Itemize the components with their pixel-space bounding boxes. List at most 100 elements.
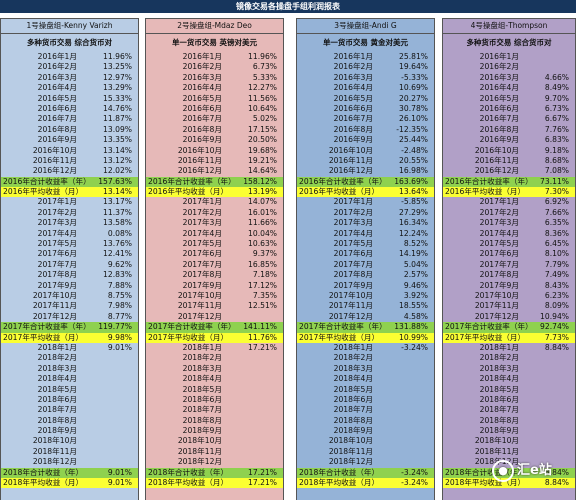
month-label: 2018年6月 — [37, 394, 77, 404]
month-row: 2017年1月 14.07% — [146, 197, 283, 207]
month-label: 2016年5月 — [333, 93, 373, 103]
annual-total-row: 2016年合计收益率（年） 158.12% — [146, 176, 283, 188]
month-return: 6.67% — [544, 114, 569, 124]
month-label: 2018年6月 — [182, 394, 222, 404]
month-label: 2018年1月 — [333, 342, 373, 352]
month-label: 2017年2月 — [182, 207, 222, 217]
month-label: 2016年6月 — [37, 103, 77, 113]
month-label: 2018年7月 — [37, 405, 77, 415]
month-return: 10.69% — [399, 83, 428, 93]
month-row: 2018年9月 — [146, 426, 283, 436]
month-label: 2016年2月 — [182, 62, 222, 72]
month-return: 19.64% — [399, 62, 428, 72]
month-label: 2016年8月 — [479, 124, 519, 134]
monthly-average-value: 9.01% — [107, 478, 132, 488]
month-label: 2018年3月 — [479, 363, 519, 373]
month-return — [377, 416, 434, 426]
month-row: 2017年1月 -5.85% — [297, 197, 434, 207]
month-return: 2.57% — [403, 270, 428, 280]
annual-total-label: 2018年合计收益（年） — [299, 467, 380, 477]
month-row: 2017年4月 8.36% — [443, 229, 575, 239]
month-row: 2017年8月 2.57% — [297, 270, 434, 280]
month-return — [226, 416, 283, 426]
month-row: 2018年7月 — [297, 405, 434, 415]
month-label: 2018年11月 — [474, 446, 519, 456]
month-label: 2016年4月 — [37, 83, 77, 93]
month-label: 2017年10月 — [32, 290, 77, 300]
month-return — [81, 395, 138, 405]
month-label: 2017年6月 — [479, 249, 519, 259]
month-label: 2018年6月 — [479, 394, 519, 404]
month-row: 2018年5月 — [297, 385, 434, 395]
month-row: 2016年3月 4.66% — [443, 73, 575, 83]
monthly-average-label: 2018年平均收益（月） — [299, 478, 380, 488]
month-row: 2018年12月 — [1, 457, 138, 467]
month-return: 10.63% — [248, 239, 277, 249]
month-return: 16.01% — [248, 207, 277, 217]
month-label: 2017年6月 — [182, 249, 222, 259]
month-row: 2016年5月 9.70% — [443, 94, 575, 104]
monthly-average-row: 2018年平均收益（月） 9.01% — [1, 478, 138, 489]
month-return — [523, 416, 575, 426]
month-row: 2017年2月 11.37% — [1, 208, 138, 218]
month-row: 2018年11月 — [1, 447, 138, 457]
annual-total-label: 2016年合计收益率（年） — [445, 176, 533, 186]
monthly-average-value: 9.98% — [107, 332, 132, 342]
month-return: 8.52% — [403, 239, 428, 249]
month-label: 2017年5月 — [37, 239, 77, 249]
month-label: 2017年7月 — [182, 259, 222, 269]
monthly-average-row: 2017年平均收益（月） 7.73% — [443, 332, 575, 343]
month-row: 2017年9月 17.12% — [146, 281, 283, 291]
annual-total-row: 2016年合计收益率（年） 163.69% — [297, 176, 434, 188]
month-label: 2017年4月 — [37, 228, 77, 238]
month-return — [523, 395, 575, 405]
month-label: 2016年6月 — [333, 103, 373, 113]
month-row: 2018年1月 17.21% — [146, 343, 283, 353]
month-row: 2017年4月 0.08% — [1, 229, 138, 239]
month-return: -5.85% — [401, 197, 428, 207]
month-row: 2016年8月 17.15% — [146, 125, 283, 135]
month-label: 2017年2月 — [479, 207, 519, 217]
month-label: 2018年10月 — [328, 436, 373, 446]
month-row: 2018年6月 — [1, 395, 138, 405]
monthly-average-label: 2017年平均收益（月） — [148, 332, 229, 342]
month-label: 2016年5月 — [37, 93, 77, 103]
month-return — [81, 405, 138, 415]
month-return: 12.27% — [248, 83, 277, 93]
month-row: 2016年1月 11.96% — [146, 52, 283, 62]
month-return: 14.64% — [248, 166, 277, 176]
month-return: 7.88% — [107, 280, 132, 290]
month-return: 9.01% — [107, 342, 132, 352]
month-label: 2018年10月 — [474, 436, 519, 446]
month-label: 2016年12月 — [177, 166, 222, 176]
month-return — [226, 395, 283, 405]
month-row: 2017年2月 16.01% — [146, 208, 283, 218]
month-label: 2016年8月 — [333, 124, 373, 134]
month-label: 2017年9月 — [333, 280, 373, 290]
month-row: 2016年4月 10.69% — [297, 83, 434, 93]
monthly-average-label: 2017年平均收益（月） — [3, 332, 84, 342]
month-return: 6.45% — [544, 239, 569, 249]
month-row: 2016年10月 9.18% — [443, 146, 575, 156]
month-return — [377, 436, 434, 446]
month-label: 2018年6月 — [333, 394, 373, 404]
month-return: 8.10% — [544, 249, 569, 259]
month-row: 2017年7月 7.79% — [443, 260, 575, 270]
month-return: 8.36% — [544, 228, 569, 238]
month-return: 6.23% — [544, 290, 569, 300]
month-label: 2018年11月 — [177, 446, 222, 456]
month-row: 2016年12月 16.98% — [297, 166, 434, 176]
annual-total-row: 2018年合计收益（年） 9.01% — [1, 467, 138, 479]
month-label: 2018年11月 — [328, 446, 373, 456]
month-row: 2018年9月 — [1, 426, 138, 436]
monthly-average-row: 2018年平均收益（月） 8.84% — [443, 478, 575, 489]
monthly-average-row: 2017年平均收益（月） 9.98% — [1, 332, 138, 343]
trader-panel-1: 1号操盘组-Kenny Varizh 多种货币交易 综合货币对 2016年1月 11.… — [0, 18, 139, 500]
month-row: 2016年2月 19.64% — [297, 62, 434, 72]
month-row: 2018年6月 — [443, 395, 575, 405]
month-row: 2018年2月 — [297, 353, 434, 363]
annual-total-value: 131.88% — [394, 322, 428, 332]
month-row: 2017年3月 13.58% — [1, 218, 138, 228]
month-row: 2016年12月 7.08% — [443, 166, 575, 176]
month-return: 3.92% — [403, 290, 428, 300]
